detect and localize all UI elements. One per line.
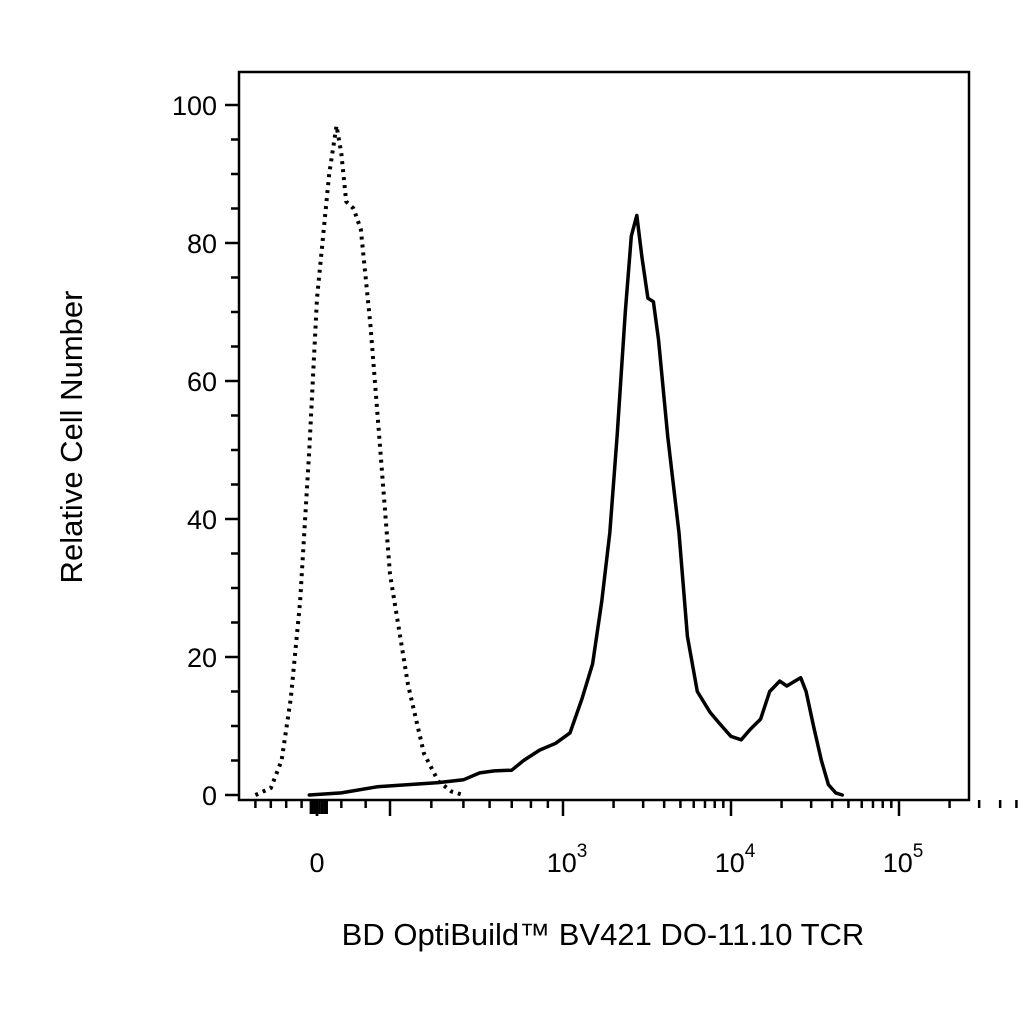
y-tick-label: 40 bbox=[187, 505, 217, 535]
y-axis: 0 20 40 60 80 100 bbox=[172, 91, 239, 811]
x-axis: 0 103 104 105 bbox=[254, 800, 1018, 878]
y-tick-label: 80 bbox=[187, 229, 217, 259]
x-tick-label: 105 bbox=[883, 841, 924, 878]
isotype-control-line bbox=[254, 123, 464, 797]
series-layer bbox=[254, 123, 845, 797]
x-tick-label: 0 bbox=[309, 848, 324, 878]
x-tick-label: 103 bbox=[547, 841, 588, 878]
y-tick-label: 100 bbox=[172, 91, 217, 121]
x-tick-label: 104 bbox=[715, 841, 756, 878]
y-tick-label: 60 bbox=[187, 367, 217, 397]
plot-frame bbox=[237, 70, 971, 802]
stained-sample-line bbox=[307, 213, 845, 797]
x-axis-label: BD OptiBuild™ BV421 DO-11.10 TCR bbox=[342, 917, 865, 952]
y-tick-label: 20 bbox=[187, 643, 217, 673]
y-tick-label: 0 bbox=[202, 781, 217, 811]
y-axis-label: Relative Cell Number bbox=[54, 291, 89, 584]
